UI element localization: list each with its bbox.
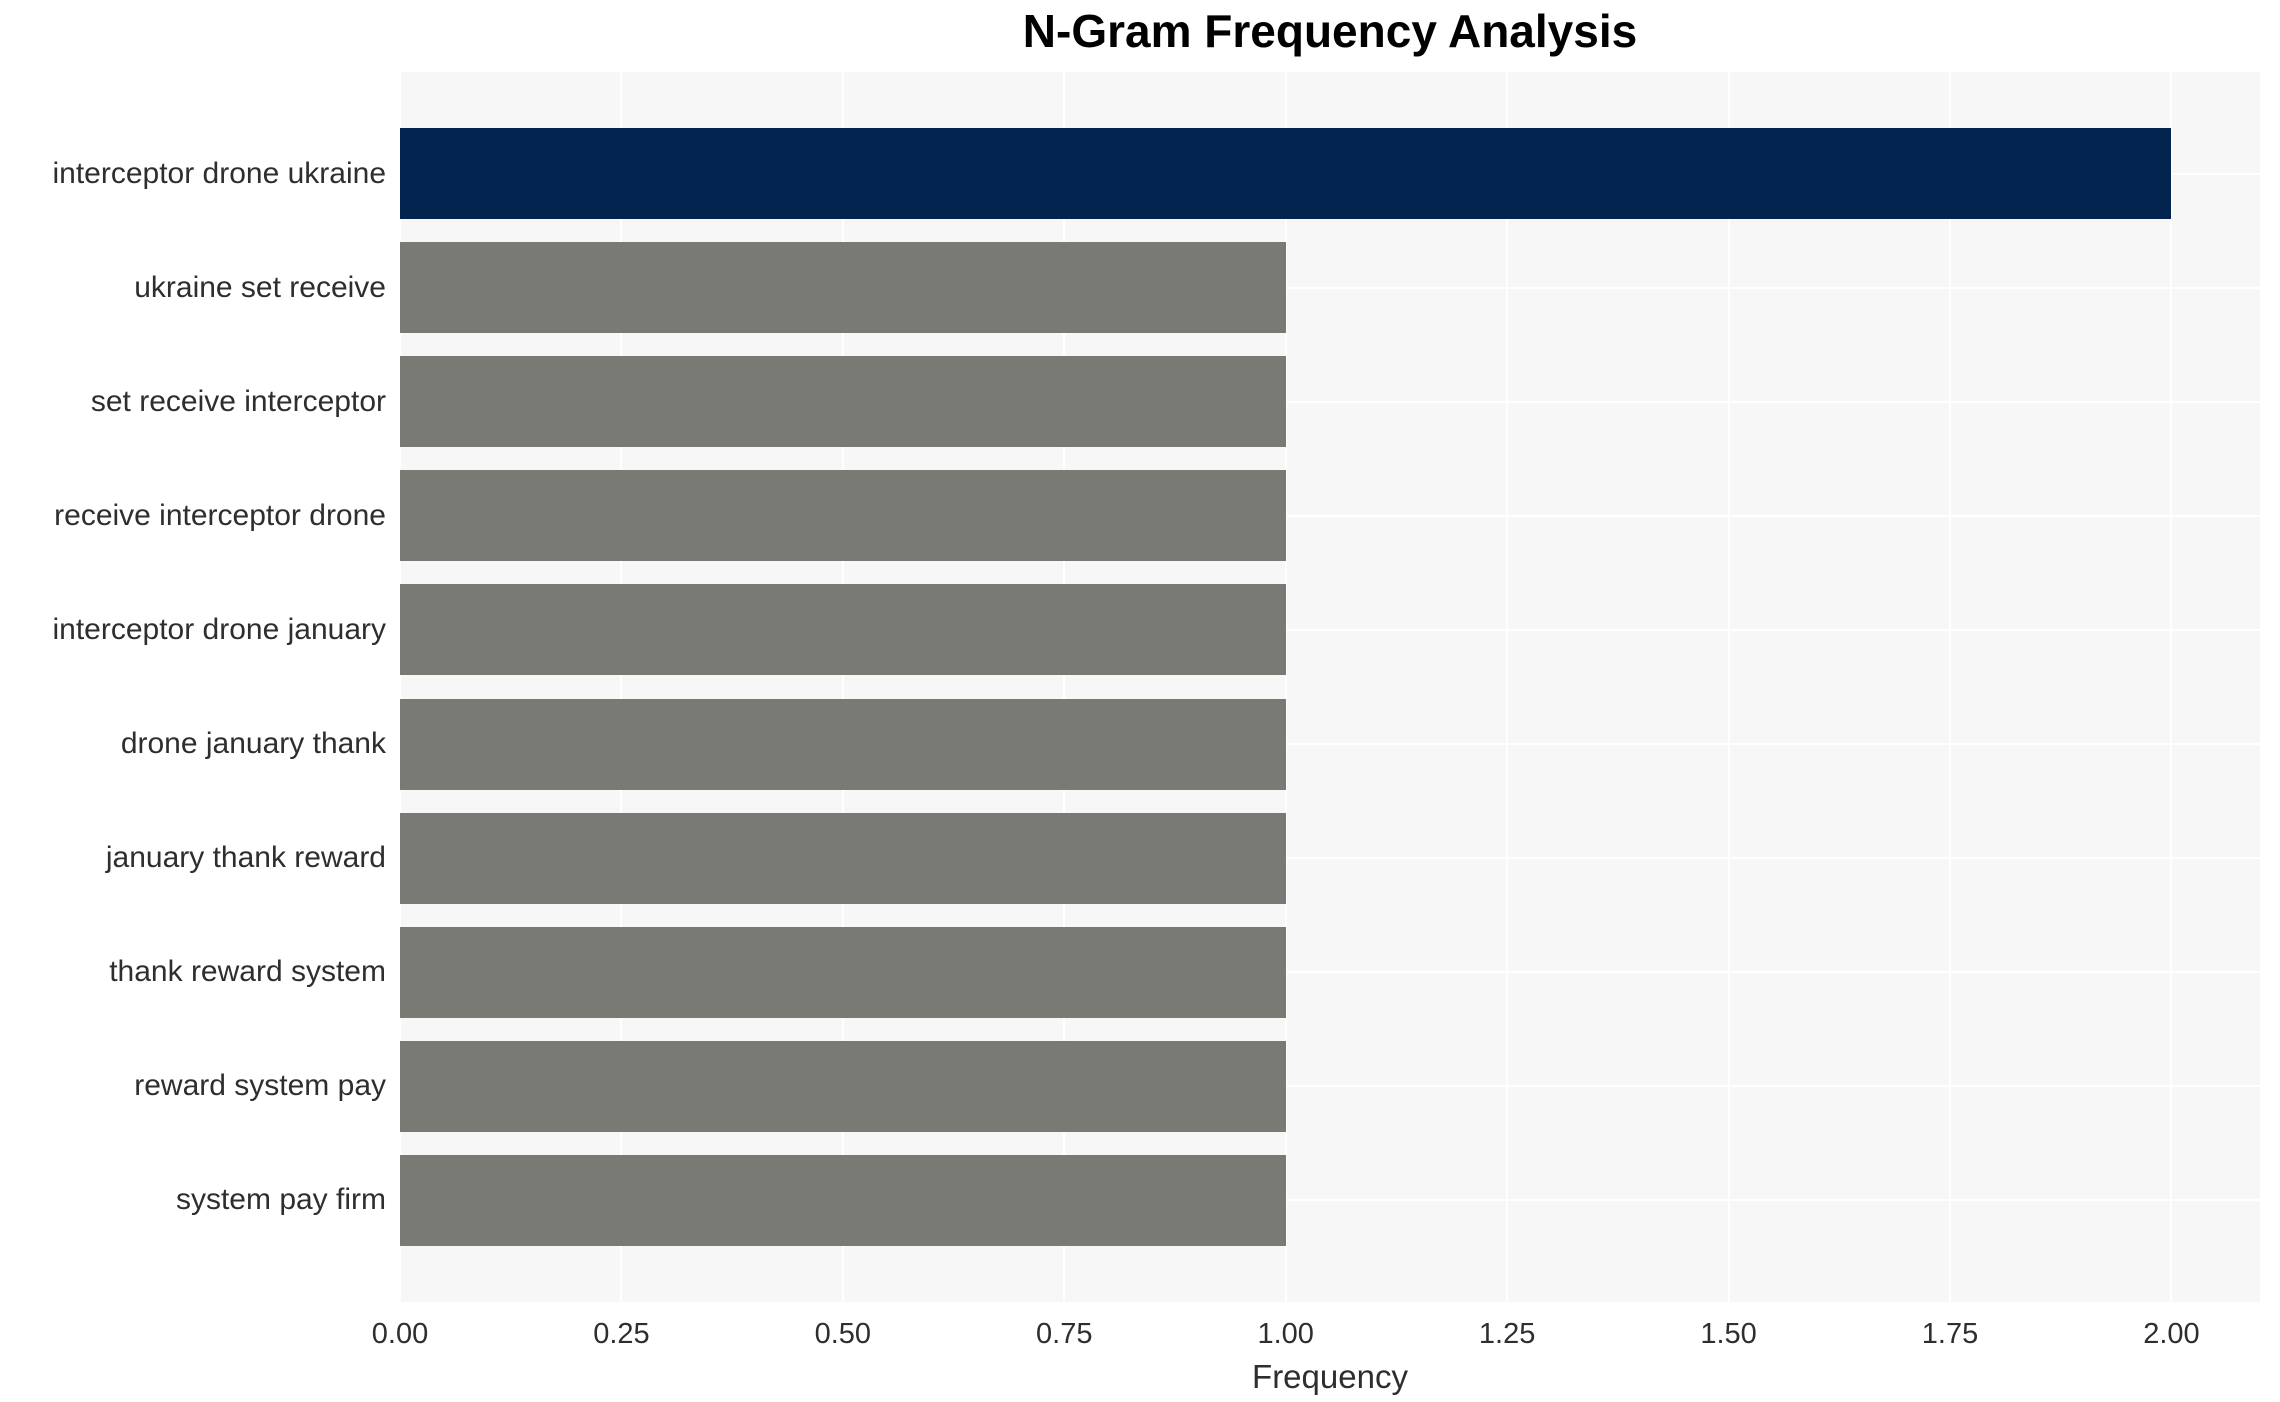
y-gridline: [400, 286, 2260, 289]
y-tick-label: receive interceptor drone: [54, 498, 386, 532]
bar: [400, 1041, 1286, 1132]
x-gridline: [1949, 72, 1951, 1302]
y-tick-label: system pay firm: [175, 1183, 386, 1217]
y-gridline: [400, 857, 2260, 860]
chart-title: N-Gram Frequency Analysis: [1022, 5, 1638, 57]
x-gridline: [1506, 72, 1509, 1302]
bar: [400, 813, 1286, 904]
x-tick-label: 1.75: [1921, 1318, 1979, 1350]
x-tick-label: 2.00: [2143, 1318, 2200, 1350]
bar: [400, 699, 1286, 790]
x-gridline: [1284, 72, 1287, 1302]
x-axis-title: Frequency: [1252, 1358, 1408, 1395]
y-tick-label: interceptor drone ukraine: [52, 156, 386, 190]
x-tick-label: 0.00: [371, 1318, 429, 1350]
y-gridline: [400, 514, 2260, 517]
y-tick-label: thank reward system: [109, 955, 386, 989]
bar: [400, 356, 1286, 447]
y-gridline: [400, 400, 2260, 403]
x-tick-label: 0.50: [814, 1318, 872, 1350]
y-gridline: [400, 1199, 2260, 1202]
plot-area: [400, 72, 2260, 1302]
y-tick-label: reward system pay: [134, 1069, 386, 1103]
y-tick-label: set receive interceptor: [90, 384, 386, 418]
bar: [400, 1155, 1286, 1246]
x-gridline: [841, 72, 844, 1302]
bar: [400, 927, 1286, 1018]
x-tick-label: 1.00: [1257, 1318, 1314, 1350]
x-tick-label: 1.50: [1700, 1318, 1757, 1350]
y-tick-label: drone january thank: [120, 727, 386, 761]
x-gridline: [400, 72, 401, 1302]
bar: [400, 128, 2172, 219]
bar: [400, 584, 1286, 675]
y-gridline: [400, 971, 2260, 974]
x-tick-label: 0.75: [1036, 1318, 1093, 1350]
x-gridline: [620, 72, 623, 1302]
bar: [400, 242, 1286, 333]
y-tick-label: ukraine set receive: [134, 270, 386, 304]
y-tick-label: january thank reward: [105, 841, 386, 875]
y-axis-labels: interceptor drone ukraine ukraine set rec…: [0, 72, 392, 1302]
x-gridline: [1063, 72, 1066, 1302]
x-tick-label: 0.25: [593, 1318, 650, 1350]
y-tick-label: interceptor drone january: [52, 612, 386, 646]
y-gridline: [400, 743, 2260, 746]
x-gridline: [1727, 72, 1730, 1302]
y-gridline: [400, 1085, 2260, 1088]
bar: [400, 470, 1286, 561]
y-gridline: [400, 628, 2260, 631]
x-tick-label: 1.25: [1478, 1318, 1536, 1350]
x-axis: 0.00 0.25 0.50 0.75 1.00 1.25 1.50 1.75 2.00: [372, 1302, 2260, 1354]
x-gridline: [2170, 72, 2173, 1302]
